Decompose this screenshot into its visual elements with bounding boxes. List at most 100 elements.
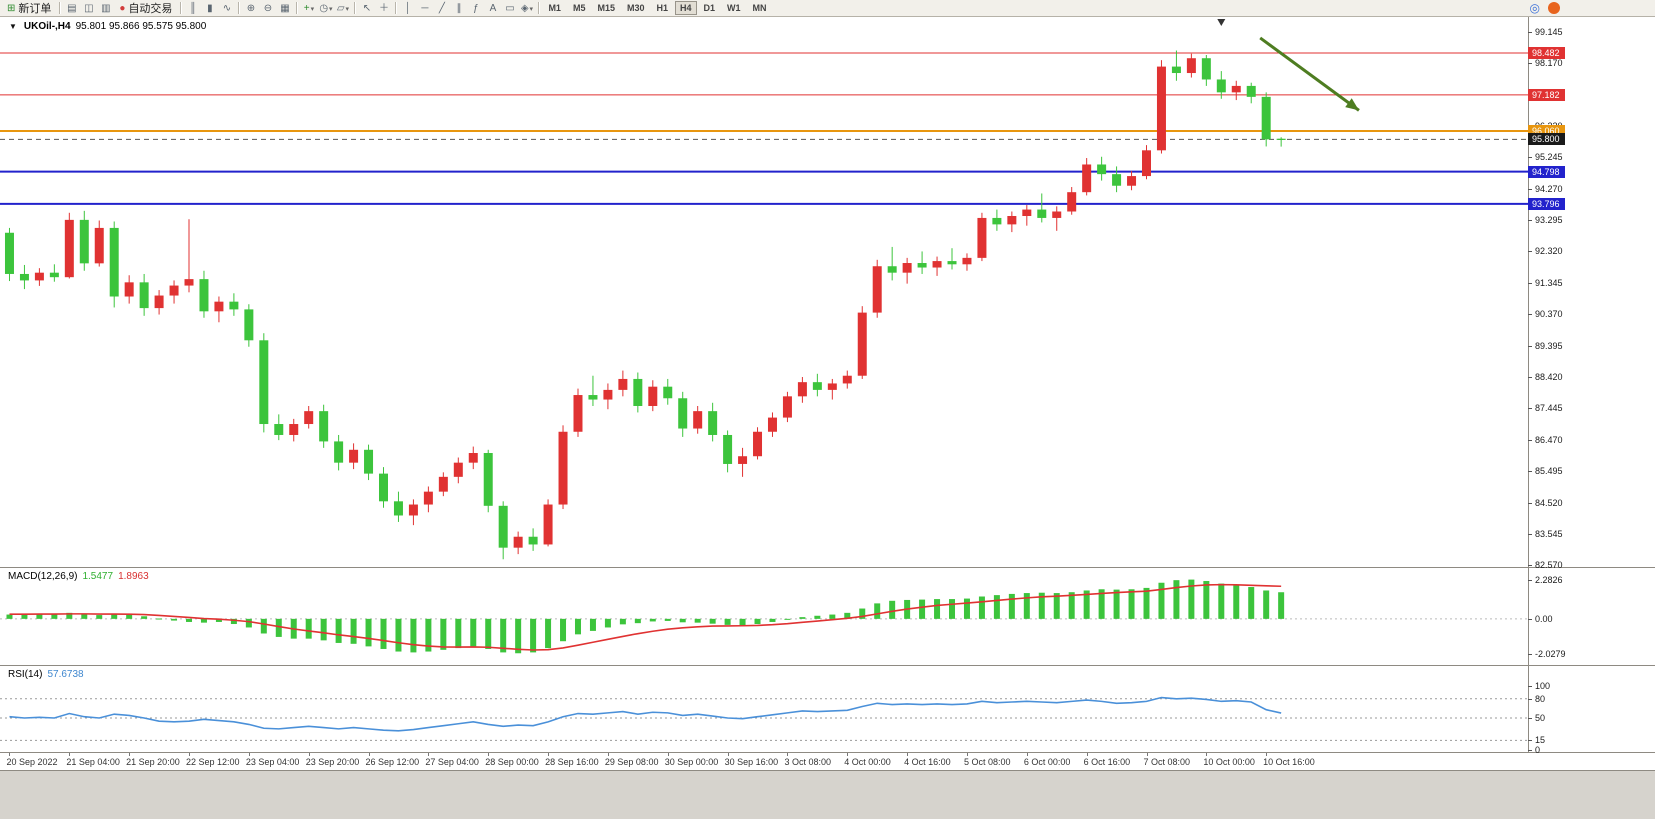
one-click-trading-toggle[interactable]: ▼ [9,22,17,31]
macd-histogram-bar [619,618,626,625]
timeframe-button-m1[interactable]: M1 [548,3,561,13]
timeframe-button-m5[interactable]: M5 [572,3,586,13]
macd-histogram-bar [1068,592,1075,619]
macd-signal-line [9,583,1282,651]
candle-body [199,279,209,312]
timeframe-button-m30[interactable]: M30 [626,3,645,13]
candle-body [34,272,44,281]
bar-chart-icon[interactable]: ║ [184,1,201,16]
search-icon[interactable]: ◎ [1529,1,1540,15]
trendline-icon[interactable]: ╱ [433,1,450,16]
fibonacci-icon[interactable]: ƒ [467,1,484,16]
market-watch-icon[interactable]: ▤ [63,1,80,16]
time-tick-label: 21 Sep 04:00 [66,757,120,767]
macd-histogram-bar [1023,593,1030,619]
time-tick-mark [9,752,11,756]
timeframe-button-h1[interactable]: H1 [656,3,669,13]
candle-body [543,504,553,545]
pane-separator-main-macd[interactable] [0,567,1655,568]
pane-separator-macd-rsi[interactable] [0,665,1655,666]
price-tick-label: 0.00 [1535,613,1553,624]
axis-tick-mark [1528,377,1532,378]
price-axis[interactable]: 99.14598.17097.19596.22095.24594.27093.2… [1528,17,1655,755]
price-tick-label: 100 [1535,681,1551,691]
timeframe-button-w1[interactable]: W1 [727,3,741,13]
text-icon[interactable]: A [484,1,501,16]
macd-histogram-bar [51,614,58,619]
candle-body [1052,211,1062,218]
horizontal-line-icon[interactable]: ─ [416,1,433,16]
timeframe-button-m15[interactable]: M15 [597,3,615,13]
candle-body [1142,150,1151,177]
price-tick-label: 88.420 [1535,372,1563,382]
candle-body [917,263,927,268]
line-chart-icon: ∿ [222,2,232,14]
navigator-icon[interactable]: ▥ [97,1,114,16]
bar-chart-icon: ║ [189,2,197,14]
timeframe-button-mn[interactable]: MN [752,3,767,13]
crosshair-icon[interactable]: ＋ [375,1,392,16]
tile-windows-icon[interactable]: ▦ [276,1,293,16]
candle-body [1067,192,1077,212]
toolbar-separator [538,2,540,14]
auto-trading-button[interactable]: ● 自动交易 [114,1,177,16]
candle-body [753,431,763,457]
macd-pane[interactable] [0,569,1528,665]
time-tick-label: 4 Oct 00:00 [844,757,891,767]
macd-histogram-bar [949,599,956,619]
candlestick-chart-icon[interactable]: ▮ [201,1,218,16]
line-chart-icon[interactable]: ∿ [218,1,235,16]
axis-tick-mark [1528,408,1532,410]
time-axis[interactable]: 20 Sep 2022 21 Sep 04:00 21 Sep 20:00 22 Se… [0,752,1655,770]
vertical-line-icon[interactable]: │ [399,1,416,16]
label-icon[interactable]: ▭ [501,1,518,16]
periods-icon[interactable]: ◷▾ [317,1,334,16]
macd-histogram-bar [380,618,387,649]
macd-histogram-bar [1038,592,1045,619]
trend-arrow[interactable] [1259,36,1360,112]
zoom-out-icon[interactable]: ⊖ [259,1,276,16]
price-tick-label: 84.520 [1535,497,1563,508]
time-tick-mark [1146,752,1148,756]
channel-icon[interactable]: ∥ [450,1,467,16]
shift-marker-icon[interactable] [1217,19,1226,26]
axis-tick-mark [1528,502,1532,504]
macd-histogram-bar [1173,580,1180,619]
timeframe-button-h4[interactable]: H4 [675,1,697,15]
macd-histogram-bar [126,614,133,619]
axis-tick-mark [1528,31,1532,33]
fibonacci-icon: ƒ [473,2,479,14]
axis-tick-mark [1528,698,1532,700]
shapes-icon[interactable]: ◈▾ [518,1,535,16]
candle-body [244,309,254,341]
macd-signal-value: 1.8963 [118,571,149,582]
time-tick-label: 23 Sep 04:00 [245,757,300,767]
rsi-pane[interactable] [0,666,1528,752]
macd-histogram-bar [1053,593,1060,619]
rsi-name: RSI(14) [8,669,43,680]
data-window-icon[interactable]: ◫ [80,1,97,16]
templates-icon: ▱ [336,2,345,14]
new-order-button[interactable]: ⊞ 新订单 [2,1,56,16]
cursor-icon[interactable]: ↖ [358,1,375,16]
macd-name: MACD(12,26,9) [8,571,78,582]
time-tick-mark [966,752,968,756]
alert-badge-icon[interactable] [1548,2,1560,14]
zoom-in-icon[interactable]: ⊕ [242,1,259,16]
periods-icon: ◷ [319,2,329,14]
timeframe-button-d1[interactable]: D1 [703,3,716,13]
macd-histogram-bar [844,612,851,619]
templates-icon[interactable]: ▱▾ [334,1,351,16]
macd-histogram-bar [889,600,896,619]
candle-body [558,431,568,505]
macd-histogram-bar [604,618,611,628]
indicators-icon[interactable]: +▾ [300,1,317,16]
macd-histogram-bar [530,618,537,653]
main-chart-pane[interactable] [0,17,1528,567]
macd-histogram-bar [1248,587,1255,619]
macd-histogram-bar [784,618,791,620]
candle-body [364,449,374,474]
candle-body [423,491,433,505]
macd-histogram-bar [739,618,746,626]
candle-body [1261,96,1271,140]
